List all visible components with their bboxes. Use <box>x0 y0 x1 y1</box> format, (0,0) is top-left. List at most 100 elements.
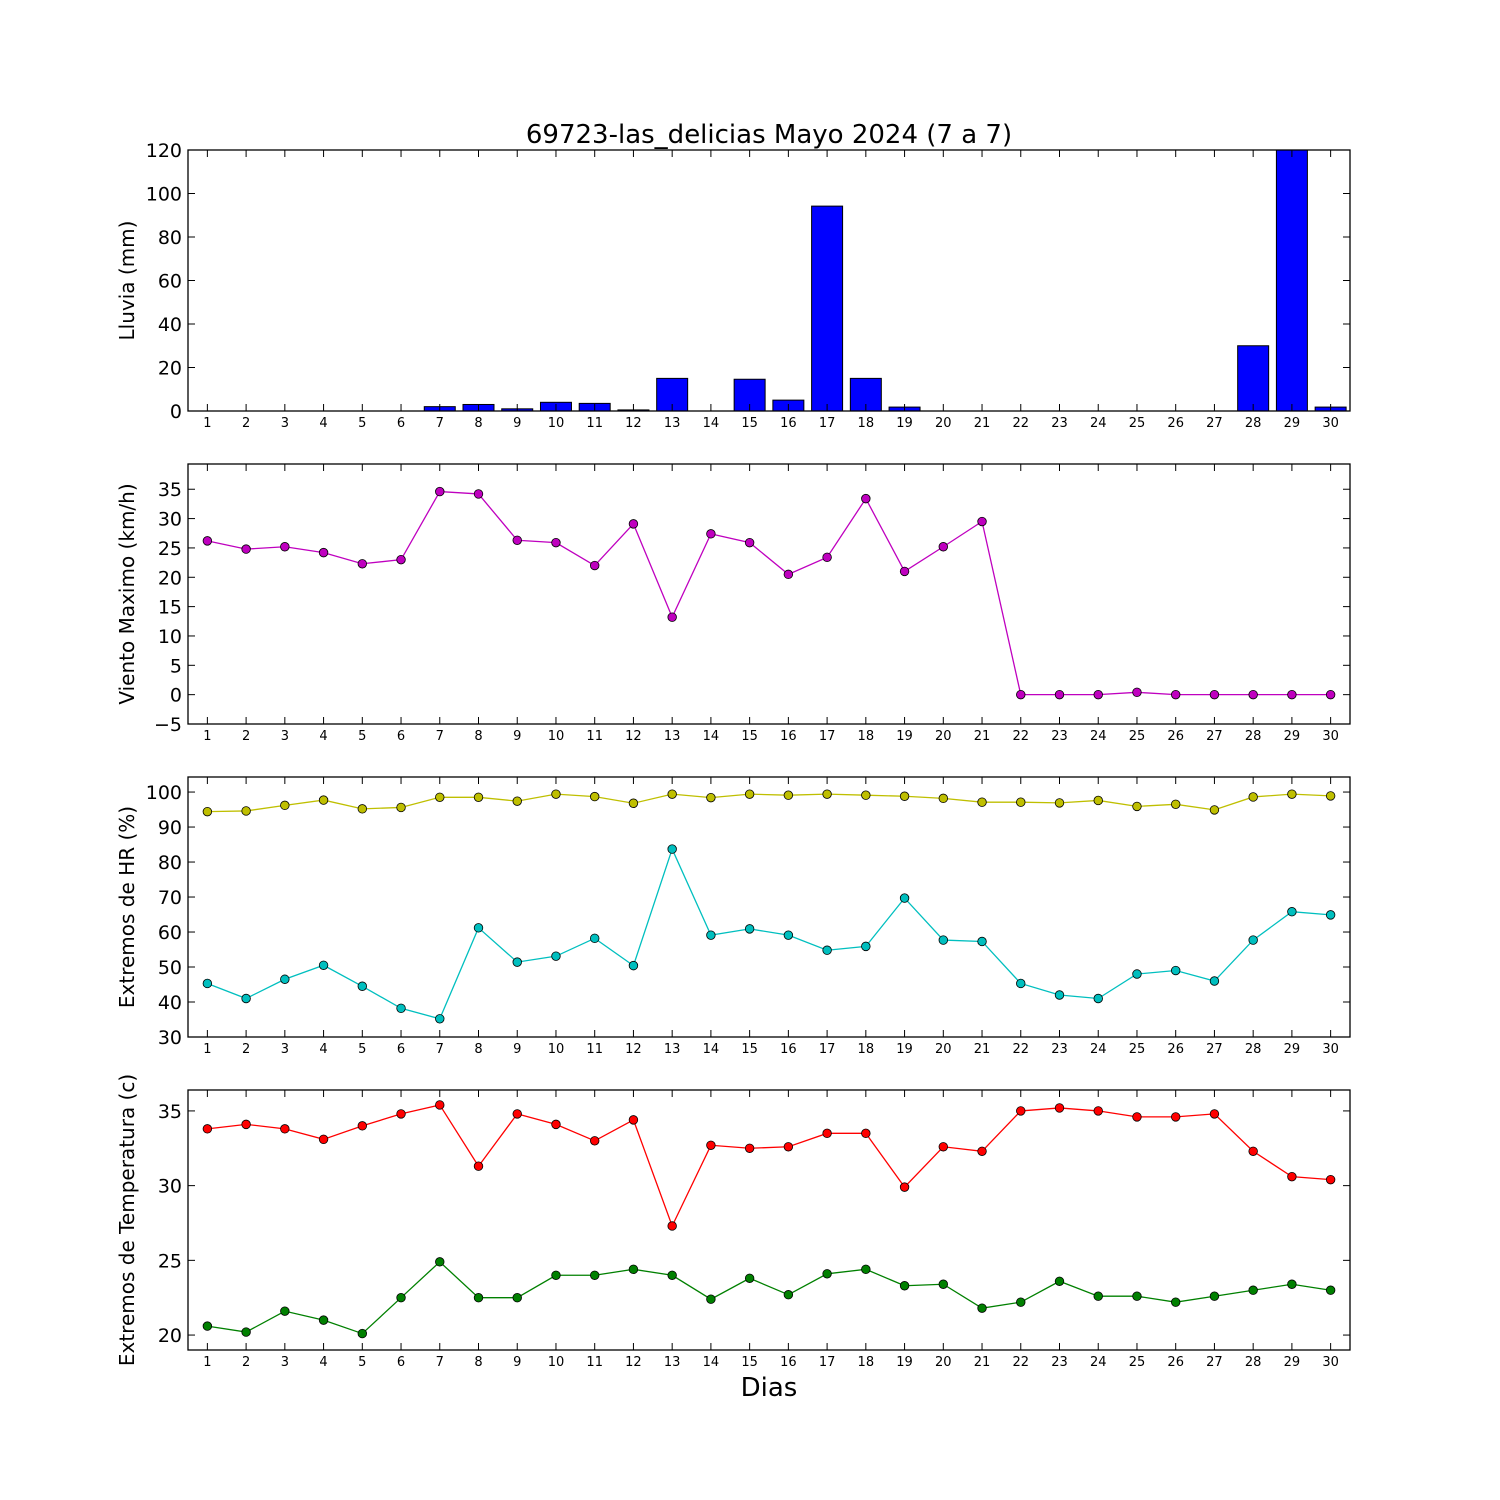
x-tick-label: 5 <box>358 1355 366 1370</box>
wind-data-point <box>1287 689 1297 700</box>
temperature-data-point <box>744 1143 755 1153</box>
x-tick-label: 28 <box>1245 729 1262 744</box>
humidity-data-point <box>202 978 213 989</box>
humidity-data-point <box>435 1014 445 1024</box>
humidity-data-point <box>1209 976 1220 986</box>
wind-data-point <box>512 535 522 545</box>
temperature-data-point <box>899 1281 910 1291</box>
humidity-data-point <box>551 789 561 799</box>
x-tick-label: 3 <box>281 1355 289 1370</box>
x-tick-label: 1 <box>203 416 211 431</box>
humidity-data-point <box>667 844 677 854</box>
x-tick-label: 1 <box>203 729 211 744</box>
wind-data-point <box>1054 689 1065 700</box>
x-tick-label: 15 <box>741 1355 758 1370</box>
x-tick-label: 7 <box>436 416 444 431</box>
x-tick-label: 27 <box>1206 1355 1223 1370</box>
humidity-data-point <box>280 974 290 984</box>
x-tick-label: 16 <box>780 1042 797 1057</box>
rain-y-axis-label: Lluvia (mm) <box>115 221 139 341</box>
x-tick-label: 19 <box>896 1355 913 1370</box>
x-tick-label: 22 <box>1012 729 1029 744</box>
rain-bar <box>811 205 844 412</box>
x-tick-label: 20 <box>935 416 952 431</box>
x-tick-label: 13 <box>664 1355 681 1370</box>
x-tick-label: 23 <box>1051 1042 1068 1057</box>
humidity-data-point <box>473 792 484 802</box>
rain-bar <box>1275 149 1308 412</box>
x-tick-label: 13 <box>664 416 681 431</box>
x-tick-label: 8 <box>474 729 482 744</box>
humidity-y-axis-label: Extremos de HR (%) <box>115 806 139 1008</box>
temperature-data-point <box>551 1119 561 1130</box>
temperature-data-point <box>628 1264 639 1275</box>
wind-data-point <box>435 486 445 497</box>
temperature-data-point <box>1209 1109 1220 1119</box>
x-tick-label: 8 <box>474 1355 482 1370</box>
y-tick-label: 20 <box>158 1325 182 1347</box>
wind-data-point <box>1093 689 1103 700</box>
x-tick-label: 8 <box>474 416 482 431</box>
x-tick-label: 18 <box>858 416 875 431</box>
temperature-data-point <box>899 1182 910 1192</box>
humidity-data-point <box>1170 799 1181 809</box>
y-tick-label: 25 <box>158 538 182 560</box>
temperature-data-point <box>1248 1285 1258 1295</box>
humidity-data-point <box>667 789 677 799</box>
temperature-data-point <box>512 1109 522 1119</box>
temperature-data-point <box>1016 1297 1026 1307</box>
temperature-data-point <box>1132 1291 1142 1301</box>
x-tick-label: 4 <box>319 416 327 431</box>
humidity-data-point <box>1170 965 1181 976</box>
y-tick-label: 40 <box>158 314 182 336</box>
x-tick-label: 12 <box>625 416 642 431</box>
humidity-data-point <box>628 960 639 971</box>
temperature-data-point <box>1248 1146 1258 1156</box>
x-tick-label: 1 <box>203 1042 211 1057</box>
x-tick-label: 14 <box>703 1355 720 1370</box>
temperature-data-point <box>241 1119 251 1130</box>
x-tick-label: 9 <box>513 1355 521 1370</box>
x-tick-label: 10 <box>548 1042 565 1057</box>
x-tick-label: 26 <box>1167 1042 1184 1057</box>
wind-data-point <box>396 554 406 565</box>
x-tick-label: 7 <box>436 1042 444 1057</box>
temperature-data-point <box>977 1303 987 1313</box>
x-tick-label: 17 <box>819 729 836 744</box>
temperature-data-point <box>861 1264 871 1275</box>
x-tick-label: 29 <box>1284 1355 1301 1370</box>
x-tick-label: 16 <box>780 729 797 744</box>
humidity-data-point <box>1054 990 1065 1000</box>
x-tick-label: 5 <box>358 416 366 431</box>
x-tick-label: 5 <box>358 729 366 744</box>
humidity-data-point <box>202 806 213 817</box>
x-tick-label: 15 <box>741 729 758 744</box>
x-tick-label: 14 <box>703 1042 720 1057</box>
temperature-data-point <box>783 1290 794 1300</box>
temperature-data-point <box>1093 1106 1103 1116</box>
y-tick-label: 80 <box>158 227 182 249</box>
x-tick-label: 22 <box>1012 1355 1029 1370</box>
x-tick-label: 28 <box>1245 1042 1262 1057</box>
x-tick-label: 29 <box>1284 416 1301 431</box>
x-tick-label: 24 <box>1090 416 1107 431</box>
temperature-data-point <box>1287 1171 1297 1182</box>
temperature-data-point <box>357 1121 368 1131</box>
wind-data-point <box>1170 689 1181 700</box>
x-tick-label: 3 <box>281 416 289 431</box>
humidity-data-point <box>318 960 329 970</box>
x-tick-label: 25 <box>1129 1042 1146 1057</box>
x-tick-label: 13 <box>664 1042 681 1057</box>
humidity-series-line-0 <box>207 793 1331 813</box>
humidity-data-point <box>783 790 794 800</box>
x-tick-label: 3 <box>281 1042 289 1057</box>
y-tick-label: 0 <box>170 401 182 423</box>
temperature-data-point <box>280 1306 290 1316</box>
x-tick-label: 3 <box>281 729 289 744</box>
temperature-data-point <box>435 1100 445 1110</box>
x-tick-label: 23 <box>1051 1355 1068 1370</box>
temperature-data-point <box>202 1124 213 1134</box>
